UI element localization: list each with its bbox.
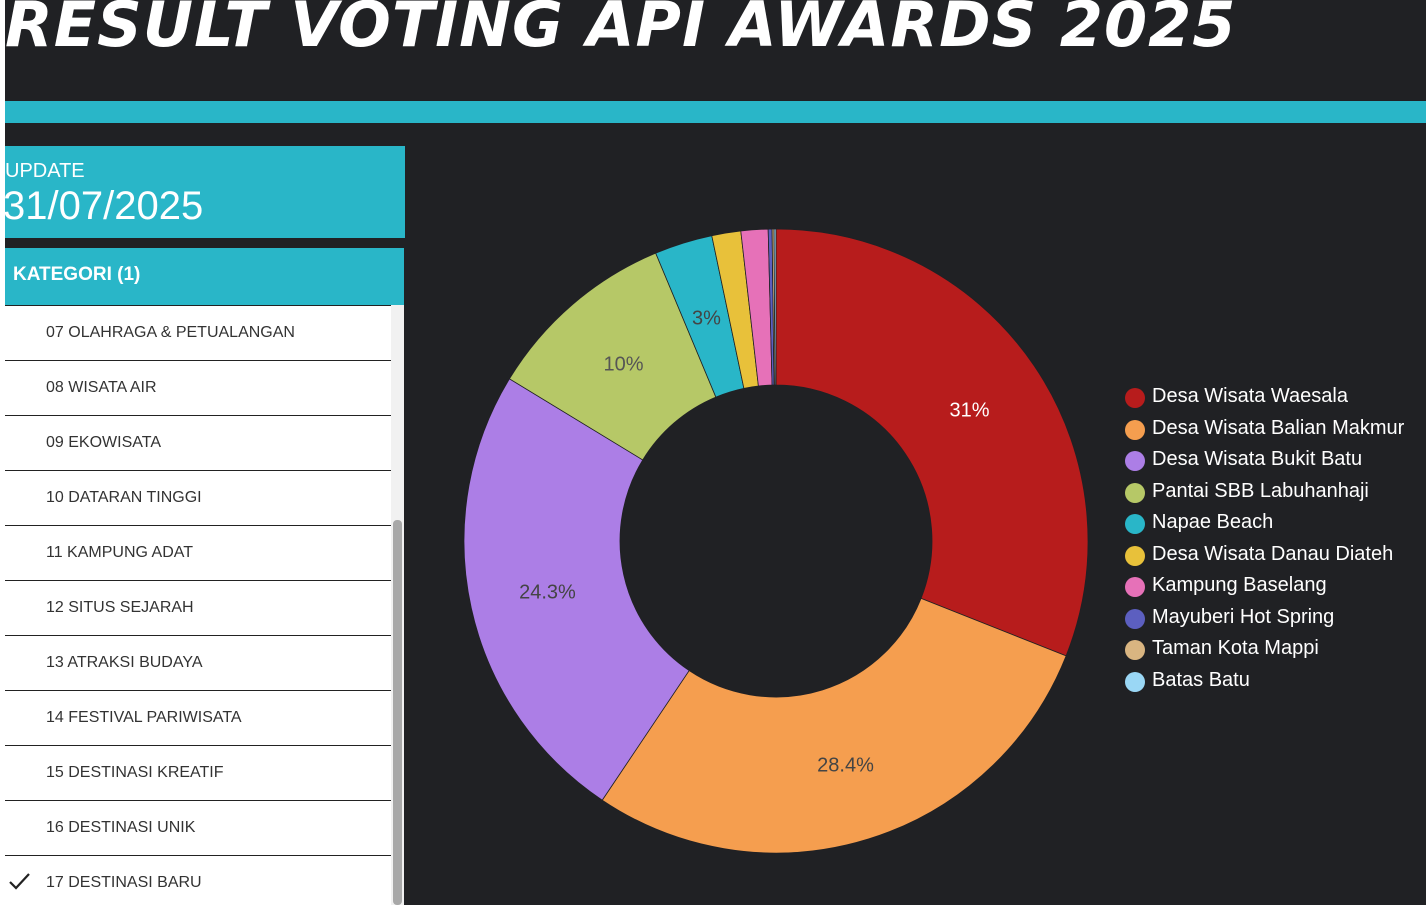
category-filter-title: KATEGORI (1) <box>13 264 141 285</box>
legend-swatch <box>1125 577 1145 597</box>
legend-swatch <box>1125 419 1145 440</box>
donut-slice[interactable] <box>601 597 1067 854</box>
category-item-label: 14 FESTIVAL PARIWISATA <box>46 709 242 726</box>
dashboard-frame: RESULT VOTING API AWARDS 2025 UPDATE 31/… <box>5 0 1426 905</box>
category-item-label: 12 SITUS SEJARAH <box>46 599 194 616</box>
category-item-label: 13 ATRAKSI BUDAYA <box>46 654 203 671</box>
legend-label: Desa Wisata Bukit Batu <box>1152 448 1363 470</box>
donut-slice[interactable] <box>775 228 1089 657</box>
category-item[interactable]: 15 DESTINASI KREATIF <box>5 745 391 800</box>
legend-swatch <box>1125 482 1145 503</box>
legend-swatch <box>1125 388 1145 408</box>
category-item[interactable]: 08 WISATA AIR <box>5 360 391 415</box>
category-item-label: 16 DESTINASI UNIK <box>46 819 196 836</box>
category-item[interactable]: 16 DESTINASI UNIK <box>5 800 391 855</box>
category-item[interactable]: 07 OLAHRAGA & PETUALANGAN <box>5 305 391 360</box>
legend-label: Kampung Baselang <box>1152 574 1327 596</box>
legend-swatch <box>1125 514 1145 534</box>
category-item[interactable]: 09 EKOWISATA <box>5 415 391 470</box>
legend-label: Taman Kota Mappi <box>1152 637 1319 659</box>
checkmark-icon <box>9 873 30 890</box>
category-list-scrollbar[interactable] <box>391 305 404 905</box>
update-label: UPDATE <box>5 160 85 182</box>
category-item[interactable]: 14 FESTIVAL PARIWISATA <box>5 690 391 745</box>
legend-swatch <box>1125 545 1145 566</box>
category-item-label: 11 KAMPUNG ADAT <box>46 544 193 561</box>
category-item-label: 09 EKOWISATA <box>46 434 161 451</box>
slice-label: 28.4% <box>817 754 874 776</box>
update-date: 31/07/2025 <box>5 184 204 228</box>
scrollbar-thumb[interactable] <box>393 520 402 905</box>
donut-chart: 31% 28.4% 24.3% 10% 3% <box>463 228 1089 854</box>
legend-swatch <box>1125 451 1145 471</box>
legend-label: Desa Wisata Balian Makmur <box>1152 416 1405 439</box>
legend-swatch <box>1125 671 1145 692</box>
donut-slice[interactable] <box>773 228 777 386</box>
category-item-label: 07 OLAHRAGA & PETUALANGAN <box>46 324 295 341</box>
header-divider-bar <box>5 101 1426 123</box>
legend-label: Pantai SBB Labuhanhaji <box>1152 479 1369 502</box>
donut-slice[interactable] <box>463 378 690 801</box>
category-item-label: 15 DESTINASI KREATIF <box>46 764 224 781</box>
slice-label: 3% <box>692 308 721 330</box>
slice-label: 31% <box>950 399 990 421</box>
page-title: RESULT VOTING API AWARDS 2025 <box>5 0 1237 61</box>
category-item[interactable]: 17 DESTINASI BARU <box>5 855 391 905</box>
legend-label: Napae Beach <box>1152 511 1274 533</box>
legend-label: Desa Wisata Danau Diateh <box>1152 542 1394 565</box>
slice-label: 24.3% <box>519 581 576 603</box>
legend-label: Desa Wisata Waesala <box>1152 385 1348 407</box>
category-item[interactable]: 12 SITUS SEJARAH <box>5 580 391 635</box>
legend-label: Batas Batu <box>1152 668 1250 691</box>
category-item[interactable]: 10 DATARAN TINGGI <box>5 470 391 525</box>
category-filter-header[interactable]: KATEGORI (1) <box>5 248 404 300</box>
category-filter-list: 07 OLAHRAGA & PETUALANGAN 08 WISATA AIR 09… <box>5 300 404 905</box>
slice-label: 10% <box>603 354 643 376</box>
update-panel: UPDATE 31/07/2025 <box>5 146 405 238</box>
category-items: 07 OLAHRAGA & PETUALANGAN 08 WISATA AIR 09… <box>5 305 391 905</box>
category-item[interactable]: 11 KAMPUNG ADAT <box>5 525 391 580</box>
category-item-label: 10 DATARAN TINGGI <box>46 489 202 506</box>
category-item-label: 08 WISATA AIR <box>46 379 157 396</box>
legend-label: Mayuberi Hot Spring <box>1152 605 1335 628</box>
category-item-label: 17 DESTINASI BARU <box>46 874 202 891</box>
category-item[interactable]: 13 ATRAKSI BUDAYA <box>5 635 391 690</box>
legend-swatch <box>1125 608 1145 629</box>
legend-swatch <box>1125 640 1145 660</box>
